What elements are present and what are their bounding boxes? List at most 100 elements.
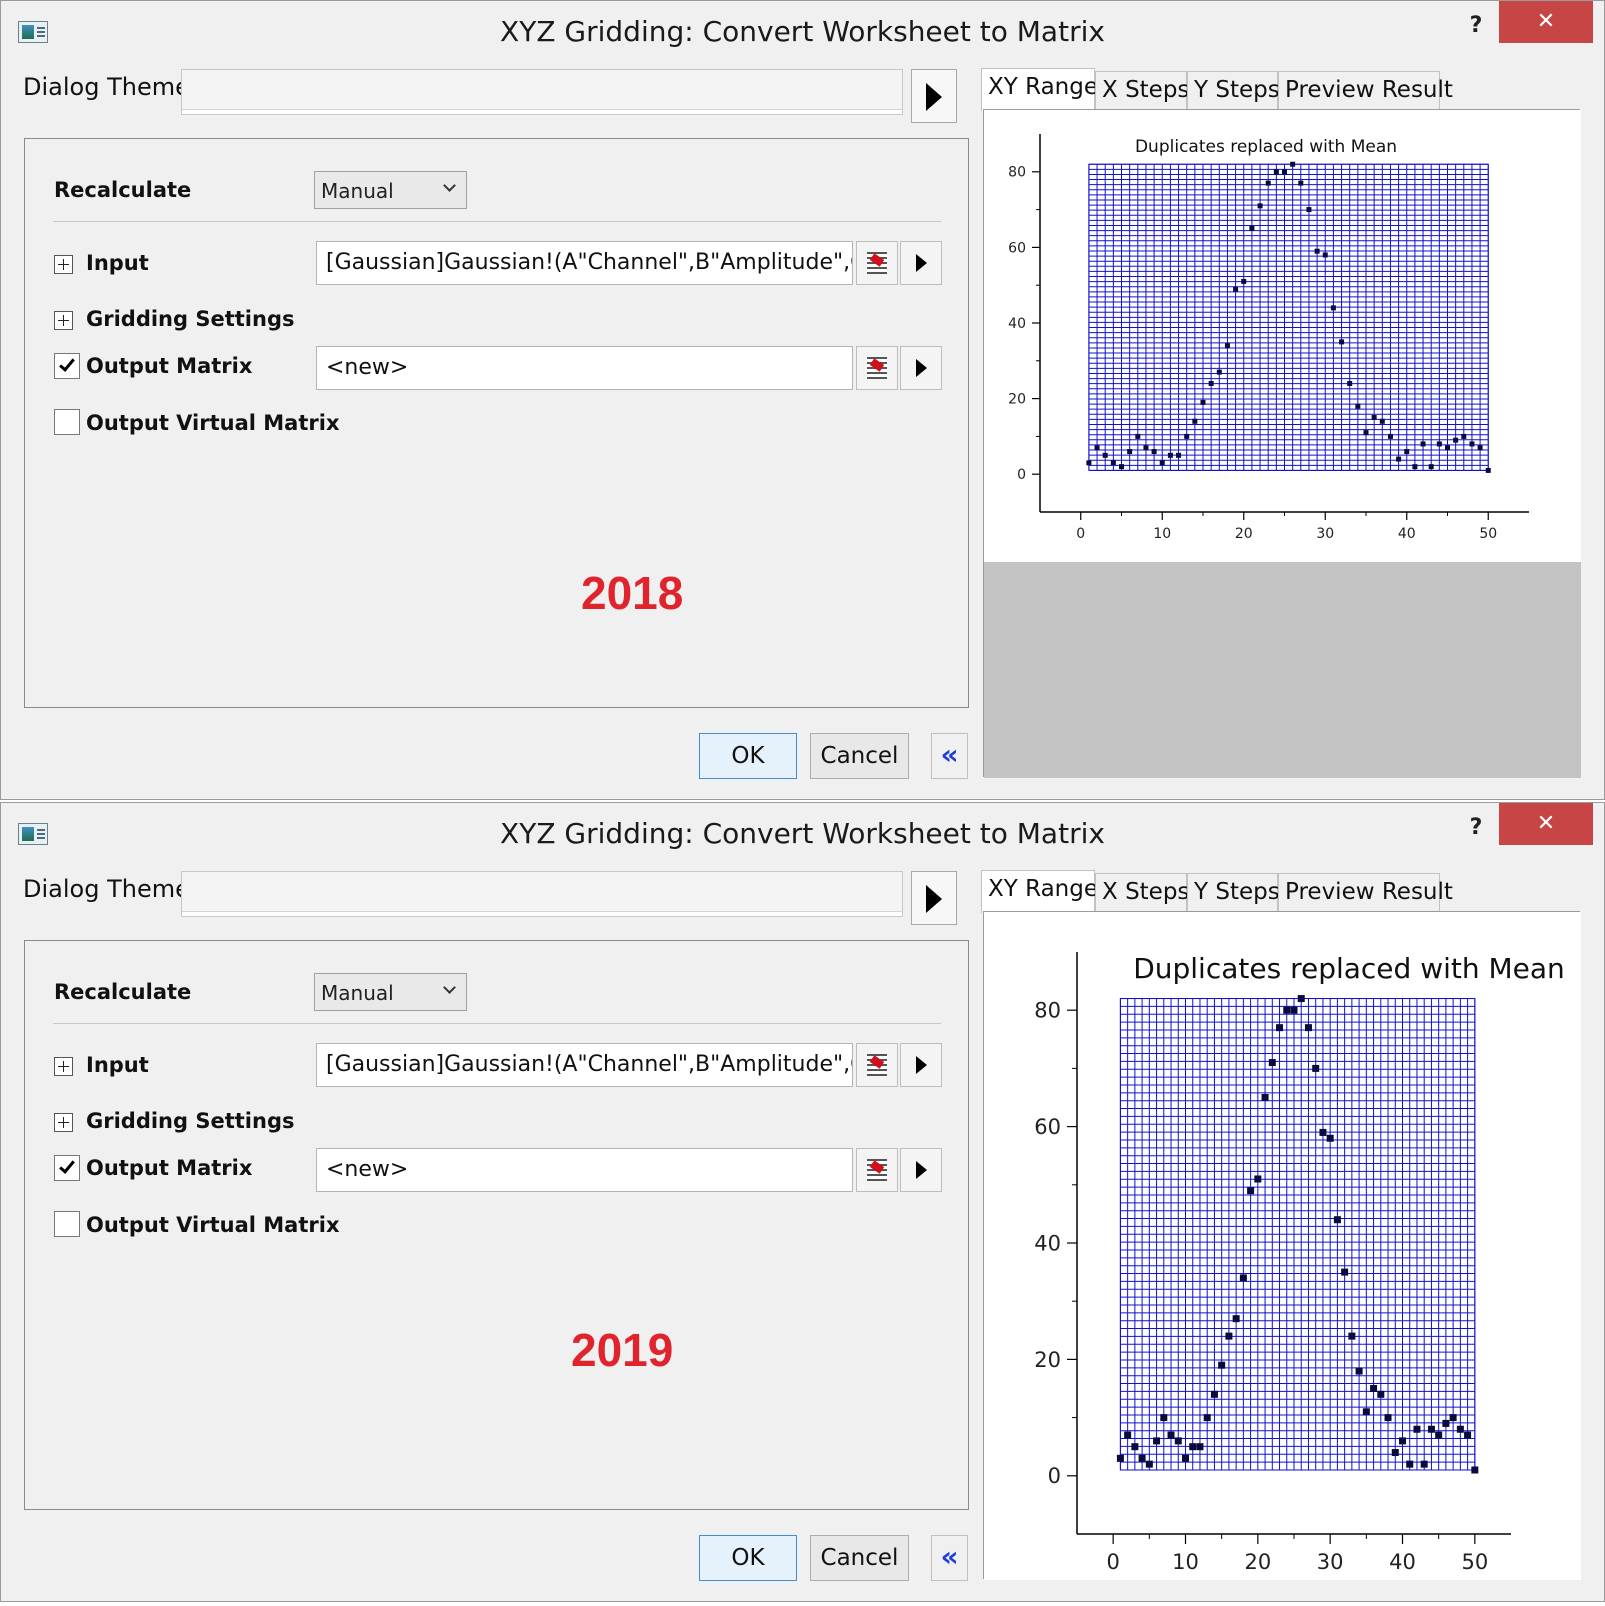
dialog-theme-combo[interactable]: [181, 871, 903, 917]
input-select-range-button[interactable]: [856, 241, 898, 285]
data-point: [1396, 456, 1402, 462]
output-matrix-field[interactable]: <new>: [316, 1148, 853, 1192]
data-point: [1363, 430, 1369, 436]
output-virtual-matrix-checkbox[interactable]: [54, 1211, 80, 1237]
input-select-range-button[interactable]: [856, 1043, 898, 1087]
gridding-dialog-2019: XYZ Gridding: Convert Worksheet to Matri…: [0, 802, 1605, 1602]
tab-preview-result[interactable]: Preview Result: [1278, 873, 1453, 913]
play-arrow-icon: [916, 1161, 927, 1179]
dialog-theme-combo[interactable]: [181, 69, 903, 115]
collapse-preview-button[interactable]: «: [931, 1535, 968, 1581]
collapse-preview-button[interactable]: «: [931, 733, 968, 779]
dialog-theme-menu-button[interactable]: [911, 871, 957, 925]
app-icon: [18, 21, 48, 43]
cancel-button[interactable]: Cancel: [810, 1535, 909, 1581]
preview-chart: 0 10 20 30 40 50 0 20 40 60 80 Duplicates replaced …: [984, 912, 1581, 1580]
preview-panel: 0 10 20 30 40 50 0 20 40 60 80 Duplicates replaced …: [983, 911, 1581, 1580]
x-tick-label: 20: [1244, 1550, 1271, 1574]
data-point: [1119, 464, 1124, 470]
input-menu-button[interactable]: [900, 241, 942, 285]
data-point: [1261, 1094, 1269, 1101]
x-tick-label: 50: [1479, 526, 1497, 542]
play-arrow-icon: [926, 83, 942, 111]
data-point: [1485, 467, 1491, 473]
data-point: [1412, 464, 1418, 470]
tab-x-steps[interactable]: X Steps: [1095, 873, 1189, 913]
help-button[interactable]: ?: [1469, 13, 1483, 38]
data-point: [1233, 286, 1239, 292]
gridding-settings-expand-icon[interactable]: [54, 311, 73, 330]
input-menu-button[interactable]: [900, 1043, 942, 1087]
title-bar[interactable]: XYZ Gridding: Convert Worksheet to Matri…: [1, 1, 1604, 59]
data-point: [1420, 441, 1426, 447]
output-select-range-button[interactable]: [856, 1148, 898, 1192]
data-point: [1192, 418, 1198, 424]
ok-button[interactable]: OK: [699, 733, 797, 779]
data-point: [1127, 449, 1133, 455]
recalculate-select[interactable]: Manual: [314, 171, 467, 209]
tab-y-steps[interactable]: Y Steps: [1187, 873, 1280, 913]
data-point: [1143, 445, 1149, 451]
data-point: [1384, 1414, 1392, 1422]
data-point: [1203, 1414, 1211, 1422]
x-tick-label: 40: [1389, 1550, 1416, 1574]
gridding-settings-expand-icon[interactable]: [54, 1113, 73, 1132]
data-point: [1176, 452, 1182, 458]
recalculate-label: Recalculate: [54, 980, 192, 1004]
output-matrix-checkbox[interactable]: [54, 1155, 80, 1181]
data-point: [1135, 433, 1141, 439]
input-expand-icon[interactable]: [54, 255, 73, 274]
data-point: [1102, 452, 1108, 458]
data-point: [1456, 1425, 1464, 1433]
input-field[interactable]: [Gaussian]Gaussian!(A"Channel",B"Amplitu…: [316, 1043, 853, 1087]
close-button[interactable]: ✕: [1499, 803, 1593, 845]
output-virtual-matrix-checkbox[interactable]: [54, 409, 80, 435]
tab-xy-range[interactable]: XY Range: [981, 870, 1098, 913]
data-point: [1445, 445, 1450, 451]
tab-x-steps[interactable]: X Steps: [1095, 71, 1189, 111]
data-point: [1370, 1385, 1378, 1392]
data-point: [1094, 445, 1100, 451]
output-matrix-checkbox[interactable]: [54, 353, 80, 379]
separator: [53, 1023, 941, 1024]
output-menu-button[interactable]: [900, 346, 942, 390]
chart-title: Duplicates replaced with Mean: [1135, 137, 1397, 157]
recalculate-value: Manual: [321, 981, 394, 1005]
data-point: [1333, 1216, 1341, 1224]
output-menu-button[interactable]: [900, 1148, 942, 1192]
output-matrix-field[interactable]: <new>: [316, 346, 853, 390]
close-button[interactable]: ✕: [1499, 1, 1593, 43]
data-point: [1355, 1367, 1363, 1375]
tab-y-steps[interactable]: Y Steps: [1187, 71, 1280, 111]
play-arrow-icon: [916, 359, 927, 377]
input-expand-icon[interactable]: [54, 1057, 73, 1076]
title-bar[interactable]: XYZ Gridding: Convert Worksheet to Matri…: [1, 803, 1604, 861]
output-virtual-matrix-label: Output Virtual Matrix: [86, 411, 340, 435]
tab-xy-range[interactable]: XY Range: [981, 68, 1098, 111]
data-point: [1116, 1454, 1124, 1462]
recalculate-select[interactable]: Manual: [314, 973, 467, 1011]
data-point: [1282, 169, 1287, 175]
input-label: Input: [86, 251, 149, 275]
dialog-theme-menu-button[interactable]: [911, 69, 957, 123]
cancel-button[interactable]: Cancel: [810, 733, 909, 779]
data-point: [1347, 380, 1353, 386]
settings-panel: [24, 940, 969, 1510]
data-point: [1399, 1437, 1406, 1445]
ok-button[interactable]: OK: [699, 1535, 797, 1581]
data-point: [1232, 1315, 1240, 1323]
output-select-range-button[interactable]: [856, 346, 898, 390]
tab-preview-result[interactable]: Preview Result: [1278, 71, 1453, 111]
data-point: [1210, 1390, 1218, 1398]
output-matrix-label: Output Matrix: [86, 1156, 253, 1180]
data-point: [1290, 161, 1296, 167]
data-point: [1304, 1024, 1312, 1032]
y-tick-label: 20: [1008, 392, 1026, 408]
help-button[interactable]: ?: [1469, 815, 1483, 840]
data-point: [1428, 464, 1434, 470]
data-point: [1442, 1419, 1450, 1427]
chevron-down-icon: [443, 179, 456, 192]
data-point: [1208, 380, 1214, 386]
input-field[interactable]: [Gaussian]Gaussian!(A"Channel",B"Amplitu…: [316, 241, 853, 285]
y-tick-label: 80: [1008, 165, 1026, 181]
